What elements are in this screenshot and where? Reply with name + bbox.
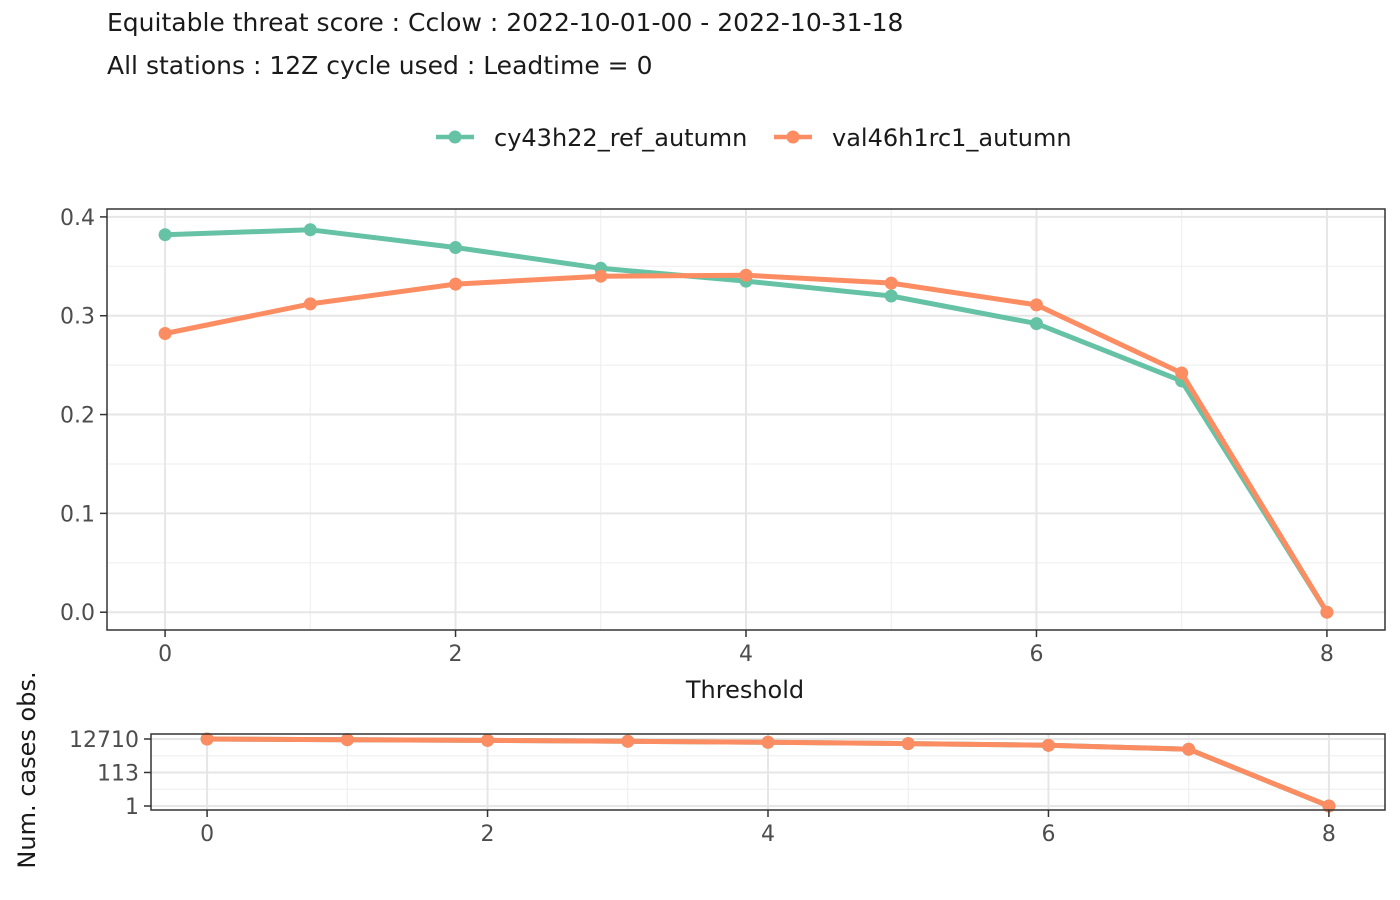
data-point: [1320, 605, 1334, 619]
data-point: [481, 733, 495, 747]
data-point: [884, 289, 898, 303]
data-point: [1182, 742, 1196, 756]
y-axis-title-cases: Num. cases obs.: [13, 671, 41, 868]
x-tick-label: 0: [158, 642, 172, 667]
data-point: [1029, 298, 1043, 312]
x-tick-label: 2: [481, 822, 495, 847]
legend-point-val46h1rc1: [786, 130, 800, 144]
y-tick-label: 0.4: [60, 206, 95, 231]
x-tick-label: 8: [1320, 642, 1334, 667]
x-tick-label: 4: [739, 642, 753, 667]
x-tick-label: 4: [761, 822, 775, 847]
legend-label-val46h1rc1: val46h1rc1_autumn: [832, 124, 1072, 152]
data-point: [158, 228, 172, 242]
data-point: [1175, 366, 1189, 380]
data-point: [761, 735, 775, 749]
y-tick-label: 0.2: [60, 404, 95, 429]
y-tick-label: 0.0: [60, 601, 95, 626]
data-point: [739, 268, 753, 282]
data-point: [1041, 738, 1055, 752]
chart-title: Equitable threat score : Cclow : 2022-10…: [107, 8, 904, 37]
cases-panel: 0 2 4 6 8 1 113 12710: [69, 728, 1386, 847]
data-point: [449, 241, 463, 255]
chart-subtitle: All stations : 12Z cycle used : Leadtime…: [107, 51, 653, 80]
data-point: [200, 732, 214, 746]
y-tick-label: 1: [125, 795, 139, 820]
data-point: [884, 276, 898, 290]
y-tick-label: 0.1: [60, 502, 95, 527]
x-tick-label: 6: [1041, 822, 1055, 847]
x-tick-label: 0: [200, 822, 214, 847]
data-point: [449, 277, 463, 291]
y-tick-label: 113: [97, 761, 139, 786]
legend-label-cy43h22: cy43h22_ref_autumn: [494, 124, 747, 152]
x-tick-label: 8: [1322, 822, 1336, 847]
x-tick-label: 6: [1029, 642, 1043, 667]
data-point: [303, 223, 317, 237]
y-tick-label: 12710: [69, 728, 139, 753]
y-tick-label: 0.3: [60, 305, 95, 330]
legend-point-cy43h22: [448, 130, 462, 144]
data-point: [594, 269, 608, 283]
data-point: [158, 327, 172, 341]
main-panel: 0 2 4 6 8 0.0 0.1 0.2 0.3 0.4: [60, 206, 1386, 667]
data-point: [303, 297, 317, 311]
x-tick-label: 2: [449, 642, 463, 667]
data-point: [340, 733, 354, 747]
legend: cy43h22_ref_autumn val46h1rc1_autumn: [436, 124, 1072, 152]
data-point: [901, 737, 915, 751]
x-axis-title: Threshold: [685, 676, 804, 704]
data-point: [621, 734, 635, 748]
data-point: [1029, 317, 1043, 331]
